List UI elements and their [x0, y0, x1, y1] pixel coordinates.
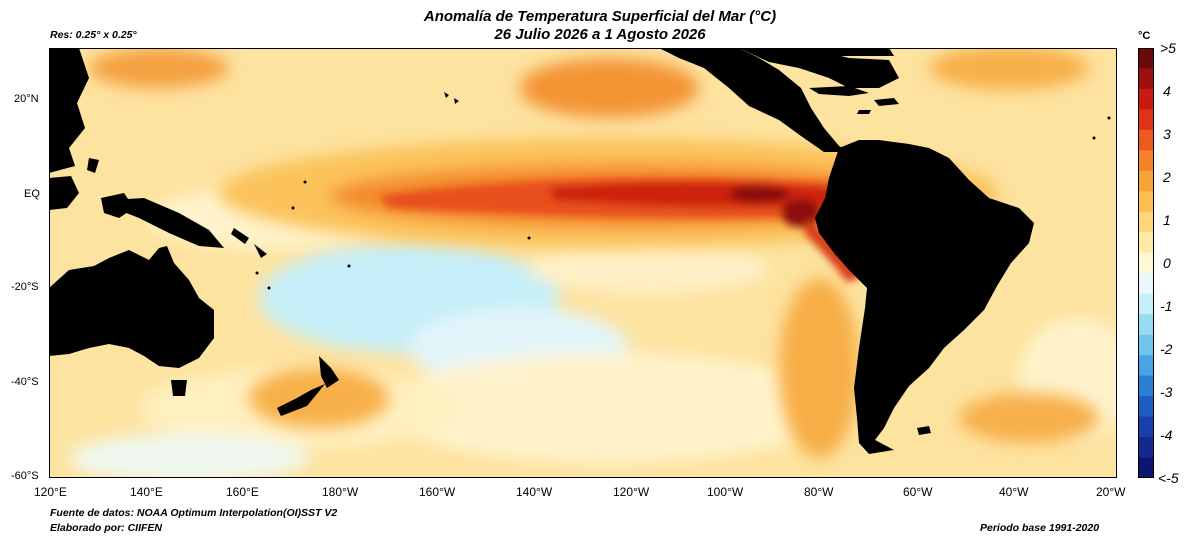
lon-label: 140°E [130, 485, 163, 499]
sst-anomaly-map [49, 48, 1117, 478]
lon-label: 60°W [903, 485, 933, 499]
colorbar-label: -2 [1160, 341, 1173, 357]
colorbar-swatch [1138, 457, 1154, 478]
colorbar-swatch [1138, 88, 1154, 110]
map-frame [49, 48, 1117, 478]
colorbar-swatch [1138, 48, 1154, 69]
colorbar-swatch [1138, 416, 1154, 438]
colorbar-swatch [1138, 355, 1154, 377]
colorbar-label: 4 [1163, 83, 1171, 99]
colorbar-swatch [1138, 129, 1154, 151]
lon-label: 160°E [226, 485, 259, 499]
colorbar-swatch [1138, 314, 1154, 336]
lon-label: 140°W [516, 485, 553, 499]
lon-label: 20°W [1096, 485, 1126, 499]
colorbar-swatch [1138, 170, 1154, 192]
colorbar-swatch [1138, 396, 1154, 418]
colorbar-label: -1 [1160, 298, 1173, 314]
colorbar-swatch [1138, 293, 1154, 315]
lon-label: 160°W [419, 485, 456, 499]
colorbar-unit: °C [1138, 30, 1151, 42]
author: Elaborado por: CIIFEN [50, 522, 163, 534]
lat-label-40s: -40°S [11, 376, 39, 388]
colorbar-swatch [1138, 273, 1154, 295]
lon-label: 180°W [322, 485, 359, 499]
colorbar-swatch [1138, 150, 1154, 172]
colorbar-swatch [1138, 211, 1154, 233]
colorbar-swatch [1138, 191, 1154, 213]
colorbar-swatch [1138, 68, 1154, 90]
colorbar-label: 2 [1163, 169, 1171, 185]
colorbar-frame [1138, 48, 1154, 478]
lon-label: 100°W [707, 485, 744, 499]
colorbar-swatch [1138, 334, 1154, 356]
colorbar-label: -3 [1160, 384, 1173, 400]
colorbar-label: 1 [1163, 212, 1171, 228]
colorbar-swatch [1138, 252, 1154, 274]
cool-anomaly-regions [69, 188, 1117, 478]
lat-label-20n: 20°N [14, 93, 39, 105]
lat-label-20s: -20°S [11, 281, 39, 293]
colorbar-label: 0 [1163, 255, 1171, 271]
colorbar-label: -4 [1160, 427, 1173, 443]
base-period: Periodo base 1991-2020 [980, 522, 1100, 534]
lon-label: 120°E [34, 485, 67, 499]
lon-label: 120°W [613, 485, 650, 499]
colorbar-label: 3 [1163, 126, 1171, 142]
map-title: Anomalía de Temperatura Superficial del … [423, 8, 777, 25]
colorbar [1138, 48, 1154, 478]
colorbar-swatch [1138, 109, 1154, 131]
colorbar-swatch [1138, 375, 1154, 397]
land-masses [49, 48, 1111, 454]
colorbar-swatch [1138, 232, 1154, 254]
lat-label-eq: EQ [24, 188, 40, 200]
resolution-label: Res: 0.25° x 0.25° [50, 29, 137, 41]
colorbar-label: >5 [1160, 40, 1176, 56]
colorbar-label: <-5 [1158, 470, 1179, 486]
colorbar-swatch [1138, 437, 1154, 459]
map-date-range: 26 Julio 2026 a 1 Agosto 2026 [494, 26, 706, 43]
data-source: Fuente de datos: NOAA Optimum Interpolat… [50, 507, 338, 519]
lon-label: 80°W [804, 485, 834, 499]
lon-label: 40°W [999, 485, 1029, 499]
lat-label-60s: -60°S [11, 470, 39, 482]
